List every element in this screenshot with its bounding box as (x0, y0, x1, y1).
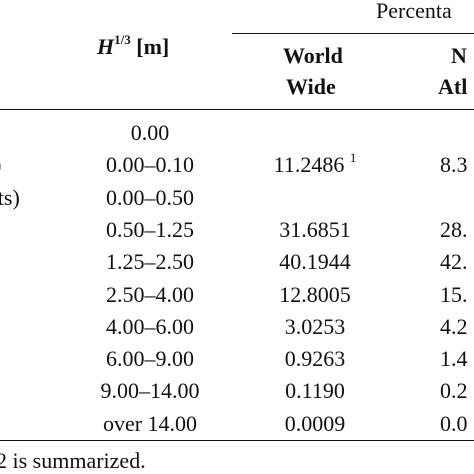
world-wide-number: 0.1190 (285, 378, 345, 403)
north-atlantic-header-line2: Atl (438, 74, 468, 99)
height-symbol: H (97, 34, 115, 59)
row-height-range: 2.50–4.00 (106, 282, 194, 307)
percentage-header: Percenta (376, 0, 452, 23)
table-footnote: 2 is summarized. (0, 448, 146, 473)
row-height-range: 0.00–0.50 (106, 185, 194, 210)
world-wide-number: 3.0253 (284, 314, 346, 339)
row-north-atlantic-value: 28. (440, 217, 468, 242)
height-column-header: H1/3 [m] (97, 33, 170, 59)
world-wide-number: 40.1944 (279, 249, 351, 274)
row-world-wide-value: 0.9263 (225, 348, 405, 370)
world-wide-header-line1: World (283, 43, 343, 68)
world-wide-number: 0.0009 (284, 411, 346, 436)
row-height-range: 6.00–9.00 (106, 346, 194, 371)
row-world-wide-value: 31.6851 (225, 219, 405, 241)
row-label: l) (0, 154, 1, 176)
row-height-range: 1.25–2.50 (106, 249, 194, 274)
row-world-wide-value: 3.0253 (225, 316, 405, 338)
row-north-atlantic-value: 4.2 (440, 314, 468, 339)
percentage-header-rule (232, 33, 474, 34)
row-world-wide-value: 40.1944 (225, 251, 405, 273)
table-bottom-rule (0, 440, 474, 441)
world-wide-number: 31.6851 (279, 217, 351, 242)
row-world-wide-value: 12.8005 (225, 284, 405, 306)
row-height-range: 4.00–6.00 (106, 314, 194, 339)
row-north-atlantic-value: 42. (440, 249, 468, 274)
row-height-range: 0.50–1.25 (106, 217, 194, 242)
world-wide-number: 12.8005 (279, 282, 351, 307)
row-north-atlantic-value: 0.2 (440, 378, 468, 403)
height-exponent: 1/3 (114, 32, 131, 47)
row-height-range: over 14.00 (102, 411, 198, 436)
row-height-range: 0.00–0.10 (106, 152, 194, 177)
north-atlantic-header-line1: N (451, 43, 467, 68)
row-north-atlantic-value: 1.4 (440, 346, 468, 371)
row-label: ets) (0, 185, 20, 210)
row-world-wide-value: 0.0009 (225, 413, 405, 435)
row-world-wide-value: 0.1190 (225, 380, 405, 402)
height-unit: [m] (130, 34, 170, 59)
footnote-marker: 1 (349, 150, 357, 165)
row-height-range: 9.00–14.00 (100, 378, 200, 403)
row-height-range: 0.00 (130, 120, 170, 145)
world-wide-header-line2: Wide (286, 74, 336, 99)
row-north-atlantic-value: 8.3 (440, 152, 468, 177)
world-wide-number: 11.2486 (273, 152, 345, 177)
row-north-atlantic-value: 0.0 (440, 411, 468, 436)
row-north-atlantic-value: 15. (440, 282, 468, 307)
header-bottom-rule (0, 109, 474, 110)
row-world-wide-value: 11.2486 1 (225, 151, 405, 177)
world-wide-number: 0.9263 (284, 346, 346, 371)
